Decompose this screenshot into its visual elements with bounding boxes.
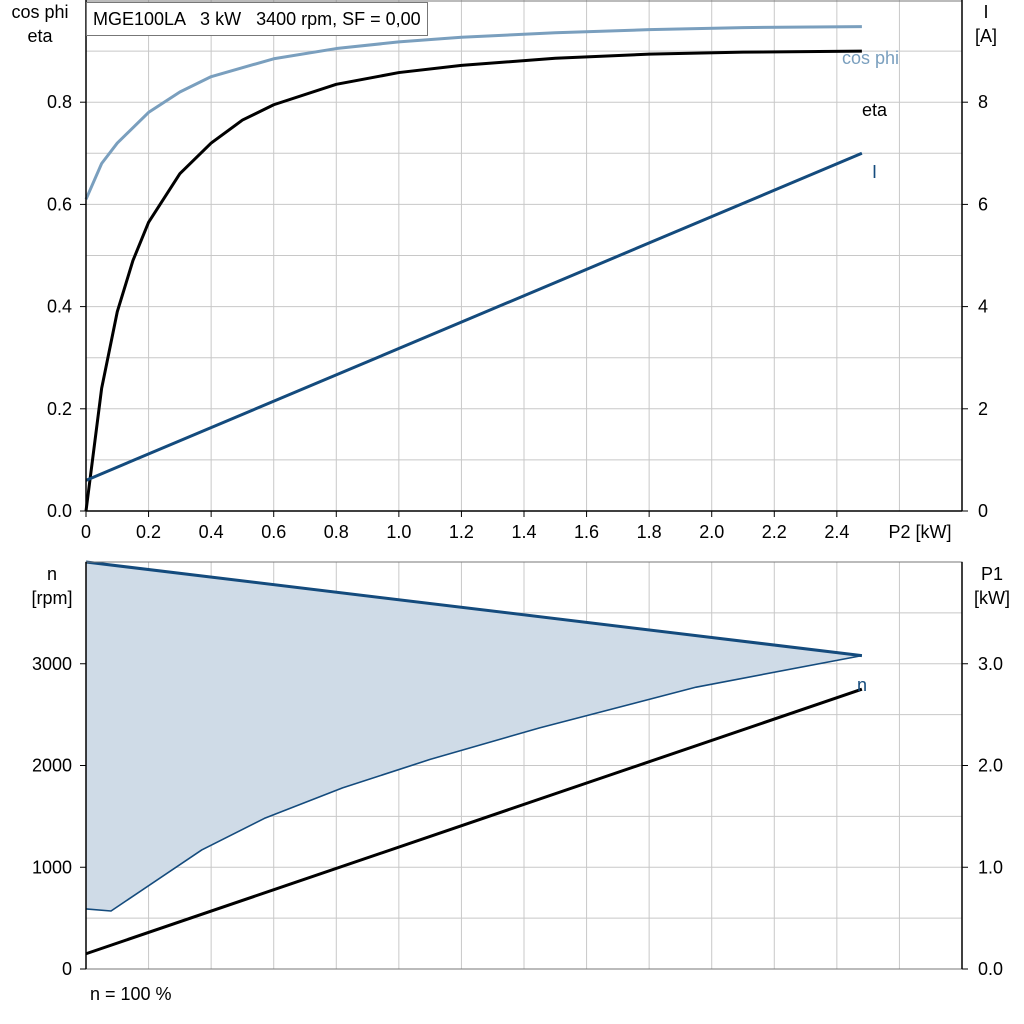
p1-line bbox=[85, 687, 863, 956]
left-tick-label: 2000 bbox=[32, 756, 72, 776]
left-tick-label: 0.0 bbox=[47, 501, 72, 521]
x-tick-label: 0 bbox=[81, 522, 91, 542]
x-tick-label: 1.0 bbox=[386, 522, 411, 542]
series-label-cos-phi: cos phi bbox=[842, 48, 899, 68]
left-tick-label: 3000 bbox=[32, 654, 72, 674]
x-tick-label: 1.8 bbox=[637, 522, 662, 542]
bottom-left-axis-title-line2: [rpm] bbox=[31, 588, 72, 608]
x-axis-title: P2 [kW] bbox=[888, 522, 951, 542]
right-tick-label: 2 bbox=[978, 399, 988, 419]
series-label-current: I bbox=[872, 162, 877, 182]
left-tick-label: 0.4 bbox=[47, 297, 72, 317]
top-right-axis-title-line2: [A] bbox=[975, 26, 997, 46]
right-tick-label: 2.0 bbox=[978, 756, 1003, 776]
speed-range-area bbox=[86, 562, 862, 912]
chart-marks bbox=[84, 25, 863, 956]
min-speed-line bbox=[85, 654, 863, 912]
x-tick-label: 2.0 bbox=[699, 522, 724, 542]
right-tick-label: 1.0 bbox=[978, 857, 1003, 877]
x-tick-label: 0.2 bbox=[136, 522, 161, 542]
left-tick-label: 0.8 bbox=[47, 92, 72, 112]
tick-labels: 0 0.2 0.4 0.6 0.8 1.0 1.2 1.4 1.6 1.8 2.0 2.2 2.4 0.0… bbox=[32, 92, 1003, 979]
x-tick-label: 1.6 bbox=[574, 522, 599, 542]
speed-footnote: n = 100 % bbox=[90, 984, 172, 1004]
pump-info-box: MGE100LA 3 kW 3400 rpm, SF = 0,00 bbox=[86, 2, 428, 36]
bottom-right-axis-title-line2: [kW] bbox=[974, 588, 1010, 608]
x-tick-label: 2.4 bbox=[824, 522, 849, 542]
eta-line bbox=[84, 49, 862, 512]
left-tick-label: 0.2 bbox=[47, 399, 72, 419]
max-speed-line bbox=[85, 560, 863, 658]
current-line bbox=[85, 151, 863, 482]
x-tick-label: 0.8 bbox=[324, 522, 349, 542]
x-tick-label: 0.6 bbox=[261, 522, 286, 542]
top-left-axis-title-line1: cos phi bbox=[11, 2, 68, 22]
right-tick-label: 4 bbox=[978, 297, 988, 317]
x-tick-label: 2.2 bbox=[762, 522, 787, 542]
bottom-right-axis-title-line1: P1 bbox=[981, 564, 1003, 584]
left-tick-label: 0.6 bbox=[47, 194, 72, 214]
left-tick-label: 0 bbox=[62, 959, 72, 979]
top-right-axis-title-line1: I bbox=[983, 2, 988, 22]
right-tick-label: 0.0 bbox=[978, 959, 1003, 979]
bottom-left-axis-title-line1: n bbox=[47, 564, 57, 584]
left-tick-label: 1000 bbox=[32, 857, 72, 877]
right-tick-label: 6 bbox=[978, 194, 988, 214]
series-label-eta: eta bbox=[862, 100, 888, 120]
x-tick-label: 1.4 bbox=[511, 522, 536, 542]
x-tick-label: 0.4 bbox=[199, 522, 224, 542]
cos-phi-line bbox=[84, 25, 862, 200]
top-left-axis-title-line2: eta bbox=[27, 26, 53, 46]
x-tick-label: 1.2 bbox=[449, 522, 474, 542]
top-plot-grid bbox=[86, 0, 962, 511]
right-tick-label: 0 bbox=[978, 501, 988, 521]
right-tick-label: 8 bbox=[978, 92, 988, 112]
right-tick-label: 3.0 bbox=[978, 654, 1003, 674]
series-label-speed: n bbox=[857, 675, 867, 695]
